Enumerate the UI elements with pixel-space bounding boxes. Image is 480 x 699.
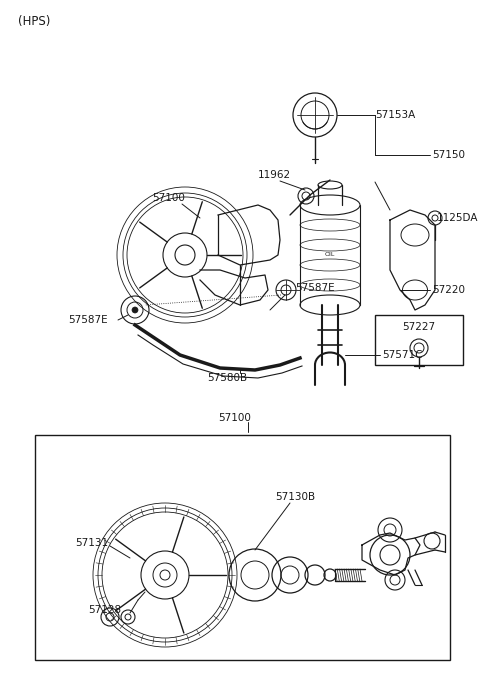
Text: 57130B: 57130B <box>275 492 315 502</box>
Text: 57128: 57128 <box>88 605 121 615</box>
Text: 1125DA: 1125DA <box>437 213 479 223</box>
Text: 57571C: 57571C <box>382 350 422 360</box>
Text: 57131: 57131 <box>75 538 108 548</box>
Bar <box>375 315 463 365</box>
Circle shape <box>160 570 170 580</box>
Circle shape <box>175 245 195 265</box>
Text: 57587E: 57587E <box>295 283 335 293</box>
Text: (HPS): (HPS) <box>18 15 50 29</box>
Text: 57100: 57100 <box>218 413 252 423</box>
Text: 57153A: 57153A <box>375 110 415 120</box>
Text: 57220: 57220 <box>432 285 465 295</box>
Text: 57587E: 57587E <box>68 315 108 325</box>
Text: 57150: 57150 <box>432 150 465 160</box>
Circle shape <box>132 307 138 313</box>
Text: OIL: OIL <box>325 252 335 257</box>
Text: 57580B: 57580B <box>207 373 247 383</box>
Text: 57100: 57100 <box>152 193 185 203</box>
Text: 57227: 57227 <box>402 322 435 332</box>
Text: 11962: 11962 <box>258 170 291 180</box>
Bar <box>35 435 450 660</box>
